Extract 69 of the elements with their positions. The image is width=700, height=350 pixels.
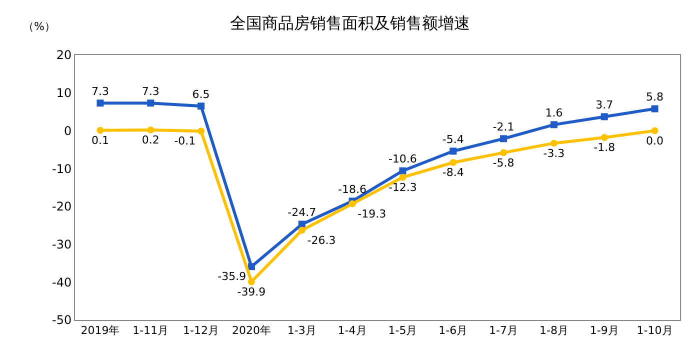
- point: [298, 226, 306, 234]
- y-tick-label: 20: [56, 48, 72, 62]
- x-tick-label: 1-12月: [183, 324, 220, 338]
- data-label: -10.6: [388, 152, 417, 166]
- point: [550, 121, 558, 128]
- data-label: -39.9: [237, 285, 266, 298]
- point: [600, 134, 608, 142]
- data-label: -35.9: [218, 270, 246, 284]
- data-label: -18.6: [338, 183, 367, 196]
- y-tick-label: -50: [52, 313, 72, 328]
- data-label: 5.8: [646, 90, 664, 104]
- data-label: -26.3: [307, 234, 336, 247]
- y-tick-label: -20: [52, 200, 72, 214]
- point: [651, 105, 658, 112]
- point: [96, 126, 104, 134]
- point: [348, 200, 356, 208]
- data-label: -2.1: [492, 120, 514, 134]
- data-label: -5.4: [442, 133, 464, 146]
- y-tick-label: -10: [52, 162, 72, 176]
- point: [147, 100, 154, 107]
- data-label: 7.3: [142, 84, 160, 98]
- data-label: 3.7: [596, 98, 614, 112]
- data-label: 6.5: [192, 88, 210, 101]
- point: [450, 159, 457, 166]
- data-label: 0.0: [646, 134, 664, 148]
- y-tick-label: -40: [52, 275, 72, 290]
- data-label: -3.3: [543, 146, 565, 160]
- x-tick-label: 2020年: [232, 324, 271, 338]
- point: [298, 220, 306, 228]
- data-label: -19.3: [358, 207, 386, 220]
- chart-title: 全国商品房销售面积及销售额增速: [230, 14, 470, 33]
- data-label: -0.1: [174, 134, 196, 148]
- point: [550, 140, 558, 147]
- data-label: 0.2: [142, 134, 160, 147]
- point: [248, 278, 255, 286]
- x-tick-label: 1-7月: [489, 324, 518, 338]
- point: [450, 148, 457, 155]
- x-tick-label: 1-3月: [287, 324, 316, 338]
- x-tick-label: 2019年: [80, 324, 120, 338]
- y-axis-title: （%）: [23, 20, 56, 33]
- point: [248, 263, 255, 270]
- point: [198, 102, 205, 110]
- data-label: 0.1: [91, 134, 109, 147]
- data-label: -12.3: [388, 180, 417, 194]
- y-tick-label: 10: [56, 86, 72, 100]
- point: [96, 100, 104, 107]
- data-label: 7.3: [91, 84, 109, 98]
- x-tick-label: 1-10月: [636, 324, 673, 338]
- x-tick-label: 1-5月: [388, 324, 418, 338]
- point: [500, 135, 508, 142]
- x-tick-label: 1-9月: [590, 324, 619, 338]
- point: [399, 167, 406, 174]
- point: [147, 126, 154, 134]
- x-tick-label: 1-11月: [132, 324, 169, 338]
- x-tick-label: 1-6月: [438, 324, 468, 338]
- data-label: -5.8: [492, 156, 514, 170]
- point: [651, 127, 658, 134]
- data-label: -24.7: [288, 206, 316, 220]
- point: [500, 149, 508, 156]
- data-label: 1.6: [545, 106, 563, 120]
- y-tick-label: 0: [64, 124, 72, 138]
- data-label: -8.4: [442, 166, 464, 180]
- x-tick-label: 1-8月: [539, 324, 568, 338]
- point: [198, 128, 205, 135]
- y-tick-label: -30: [52, 237, 72, 252]
- data-label: -1.8: [594, 141, 616, 154]
- x-tick-label: 1-4月: [338, 324, 367, 338]
- point: [399, 174, 406, 181]
- point: [600, 113, 608, 120]
